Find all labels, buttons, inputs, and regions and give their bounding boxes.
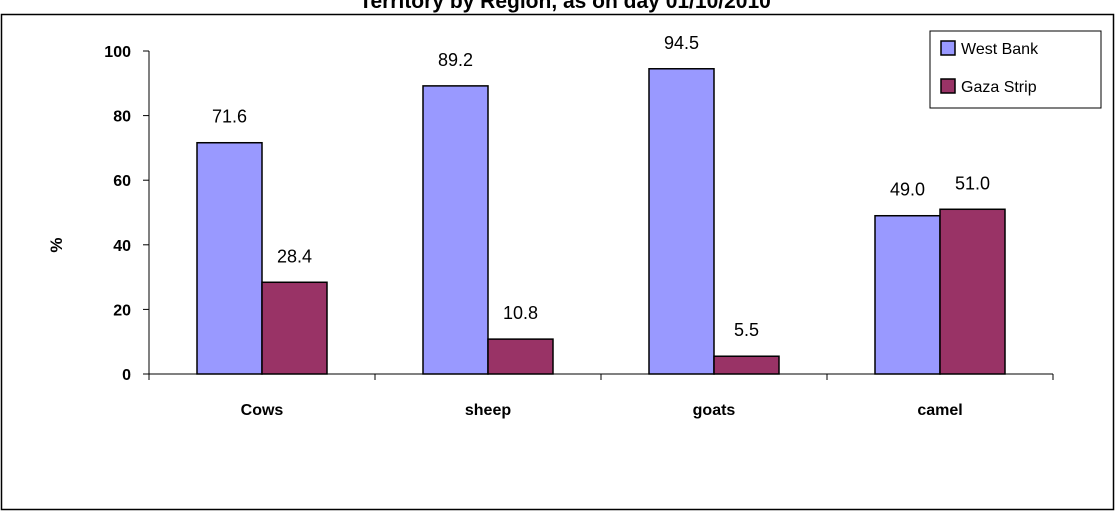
legend-box bbox=[929, 30, 1102, 109]
plot-area: 0 20 40 60 80 100 Cows 71.6 28.4 sheep 89.2 10.8 goa… bbox=[104, 33, 1054, 419]
bar-gaza-strip bbox=[713, 355, 780, 375]
bar-west-bank bbox=[648, 68, 715, 375]
data-label: 5.5 bbox=[734, 320, 759, 340]
y-tick-label: 20 bbox=[113, 302, 131, 319]
bar-gaza-strip bbox=[939, 208, 1006, 375]
y-tick-label: 0 bbox=[122, 367, 131, 384]
bar-gaza-strip bbox=[261, 281, 328, 375]
legend-label: Gaza Strip bbox=[961, 79, 1037, 96]
data-label: 71.6 bbox=[212, 107, 247, 127]
legend-swatch bbox=[940, 78, 956, 94]
data-label: 10.8 bbox=[503, 303, 538, 323]
bar-west-bank bbox=[422, 85, 489, 375]
data-label: 49.0 bbox=[890, 180, 925, 200]
data-label: 94.5 bbox=[664, 33, 699, 53]
x-tick-label: camel bbox=[917, 402, 962, 419]
y-tick-label: 100 bbox=[104, 44, 131, 61]
y-tick-label: 40 bbox=[113, 238, 131, 255]
bar-gaza-strip bbox=[487, 338, 554, 375]
data-label: 51.0 bbox=[955, 173, 990, 193]
bar-west-bank bbox=[196, 141, 263, 375]
x-tick-label: goats bbox=[693, 402, 736, 419]
legend-label: West Bank bbox=[961, 41, 1039, 58]
bar-west-bank bbox=[874, 214, 941, 375]
legend-swatch bbox=[940, 40, 956, 56]
x-tick-label: Cows bbox=[241, 402, 284, 419]
y-tick-label: 80 bbox=[113, 109, 131, 126]
chart-title: Territory by Region, as on day 01/10/201… bbox=[359, 0, 771, 13]
y-tick-label: 60 bbox=[113, 173, 131, 190]
x-tick-label: sheep bbox=[465, 402, 511, 419]
data-label: 89.2 bbox=[438, 50, 473, 70]
legend: West Bank Gaza Strip bbox=[929, 30, 1102, 109]
data-label: 28.4 bbox=[277, 246, 312, 266]
y-axis-label: % bbox=[47, 237, 66, 252]
